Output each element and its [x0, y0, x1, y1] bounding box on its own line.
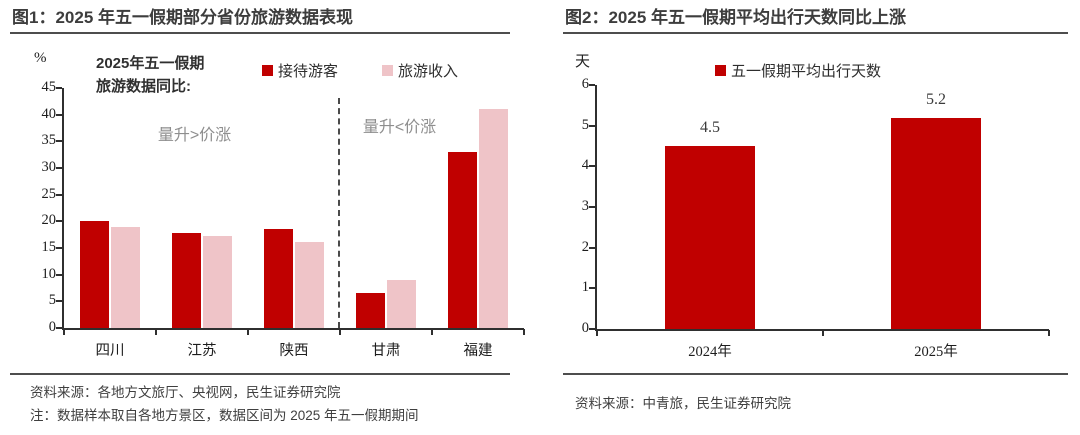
bar: [891, 117, 981, 329]
x-category-label: 江苏: [187, 343, 217, 359]
bar: [80, 221, 109, 328]
x-category-label: 甘肃: [371, 343, 401, 359]
x-tick-mark: [247, 329, 249, 335]
figure2-chart: 天 五一假期平均出行天数 0 1 2 3 4 5 6 4.5 2024年 5.2 2025年: [563, 34, 1068, 374]
y-tick-label: 3: [581, 198, 589, 214]
y-tick-label: 35: [41, 132, 57, 149]
bar: [203, 236, 232, 328]
y-tick-label: 40: [41, 105, 57, 122]
bar: [295, 241, 324, 328]
y-tick-label: 1: [581, 279, 589, 296]
bar: [387, 280, 416, 328]
y-tick-label: 45: [41, 79, 57, 95]
figure1-inline-title-line1: 2025年五一假期: [96, 55, 205, 72]
figure2-legend: 五一假期平均出行天数: [715, 60, 881, 81]
figure1-title: 图1：2025 年五一假期部分省份旅游数据表现: [10, 0, 510, 34]
legend-label-visitors: 接待游客: [278, 63, 339, 80]
y-tick-mark: [589, 328, 595, 330]
legend-label-revenue: 旅游收入: [398, 63, 459, 80]
bar: [172, 233, 201, 328]
figure1-y-axis-unit: %: [34, 50, 47, 66]
y-tick-label: 0: [581, 320, 589, 336]
y-tick-mark: [589, 246, 595, 249]
x-category-label: 陕西: [279, 343, 309, 359]
x-tick-mark: [822, 330, 824, 336]
y-tick-mark: [589, 206, 595, 208]
y-tick-label: 5: [581, 116, 589, 133]
x-tick-mark: [1048, 330, 1050, 336]
figure1-plot-area: 0 5 10 15 20 25 30 35 40 45 四川 江苏 陕西 甘肃 福建: [42, 79, 525, 359]
y-tick-mark: [56, 113, 62, 116]
x-category-label: 2024年: [688, 344, 732, 360]
x-tick-mark: [431, 329, 433, 335]
y-tick-label: 6: [581, 76, 589, 92]
y-tick-mark: [56, 327, 62, 329]
y-tick-mark: [56, 193, 62, 196]
legend-swatch-visitors: [262, 65, 273, 76]
y-tick-label: 10: [41, 265, 57, 282]
legend-item-revenue: 旅游收入: [382, 60, 458, 81]
figure1-panel: 图1：2025 年五一假期部分省份旅游数据表现 % 接待游客 旅游收入 2025…: [10, 0, 525, 435]
bar: [448, 152, 477, 328]
y-tick-mark: [589, 84, 595, 86]
y-tick-mark: [589, 165, 595, 168]
y-tick-label: 20: [41, 212, 57, 229]
bar: [665, 146, 755, 329]
bar-value-label: 5.2: [926, 90, 946, 108]
x-tick-mark: [155, 329, 157, 335]
bar-value-label: 4.5: [700, 119, 720, 136]
y-tick-label: 30: [41, 159, 57, 175]
y-tick-label: 2: [581, 238, 589, 255]
category-divider-line: [338, 98, 340, 328]
legend-swatch-travel-days: [715, 65, 726, 76]
legend-item-travel-days: 五一假期平均出行天数: [715, 60, 881, 81]
bar: [264, 229, 293, 328]
x-category-label: 福建: [463, 343, 493, 359]
legend-label-travel-days: 五一假期平均出行天数: [731, 63, 882, 80]
figure1-legend: 接待游客 旅游收入: [262, 60, 458, 81]
y-tick-mark: [56, 140, 62, 143]
figure1-bottom-divider: [10, 373, 510, 375]
y-tick-mark: [56, 273, 62, 276]
legend-item-visitors: 接待游客: [262, 60, 338, 81]
y-tick-mark: [56, 300, 62, 303]
y-tick-mark: [56, 247, 62, 249]
y-tick-mark: [589, 287, 595, 290]
figure1-chart: % 接待游客 旅游收入 2025年五一假期 旅游数据同比: 量升>价涨 量升<价…: [10, 34, 525, 372]
x-tick-mark: [339, 329, 341, 335]
y-tick-label: 4: [581, 157, 589, 174]
x-tick-mark: [523, 329, 525, 335]
figure2-bottom-divider: [563, 373, 1068, 375]
annotation-volume-lt-price: 量升<价涨: [362, 119, 437, 136]
x-tick-mark: [596, 330, 598, 336]
y-tick-label: 15: [41, 239, 57, 255]
x-category-label: 四川: [95, 343, 125, 359]
y-tick-mark: [56, 220, 62, 223]
figure1-inline-title: 2025年五一假期 旅游数据同比:: [96, 52, 204, 98]
y-tick-label: 25: [41, 185, 57, 202]
figure1-inline-title-line2: 旅游数据同比:: [96, 78, 191, 95]
figure1-source: 资料来源：各地方文旅厅、央视网，民生证券研究院: [30, 385, 341, 400]
legend-swatch-revenue: [382, 65, 394, 76]
annotation-volume-gt-price: 量升>价涨: [157, 127, 232, 144]
figure2-title: 图2：2025 年五一假期平均出行天数同比上涨: [563, 0, 1068, 34]
y-tick-label: 0: [48, 319, 56, 335]
y-tick-mark: [589, 124, 595, 127]
figure1-note: 注：数据样本取自各地方景区，数据区间为 2025 年五一假期期间: [30, 408, 419, 423]
y-tick-mark: [56, 167, 62, 169]
figure2-source: 资料来源：中青旅，民生证券研究院: [575, 396, 791, 411]
figure2-panel: 图2：2025 年五一假期平均出行天数同比上涨 天 五一假期平均出行天数 0 1 2…: [563, 0, 1068, 435]
y-tick-label: 5: [48, 292, 56, 309]
x-tick-mark: [63, 329, 65, 335]
figure2-y-axis-unit: 天: [575, 54, 591, 70]
bar: [111, 226, 140, 328]
y-tick-mark: [56, 87, 62, 89]
bar: [479, 109, 508, 328]
figure2-plot-area: 0 1 2 3 4 5 6 4.5 2024年 5.2 2025年: [582, 76, 1050, 360]
x-category-label: 2025年: [914, 344, 958, 360]
bar: [356, 293, 385, 328]
